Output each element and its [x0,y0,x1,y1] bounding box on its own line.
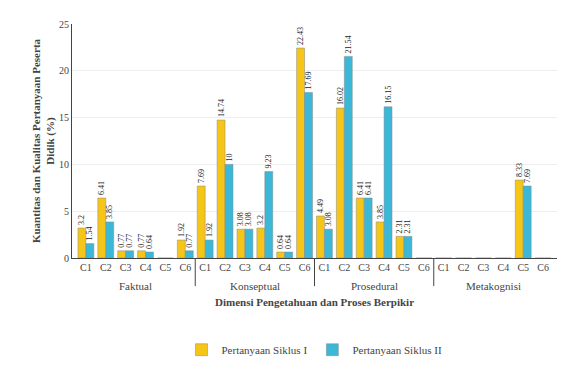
svg-text:3.85: 3.85 [105,205,114,219]
svg-text:3.08: 3.08 [236,212,245,226]
svg-text:C2: C2 [219,262,231,273]
svg-text:1.54: 1.54 [85,227,94,241]
svg-text:C2: C2 [458,262,470,273]
svg-text:C4: C4 [378,262,390,273]
svg-text:C1: C1 [438,262,450,273]
svg-text:C3: C3 [239,262,251,273]
svg-text:6.41: 6.41 [364,181,373,195]
svg-text:Konseptual: Konseptual [230,280,280,292]
svg-text:0.77: 0.77 [137,234,146,248]
svg-text:3.08: 3.08 [244,212,253,226]
svg-text:0.77: 0.77 [117,234,126,248]
svg-text:C5: C5 [398,262,410,273]
svg-text:C5: C5 [160,262,172,273]
svg-text:Faktual: Faktual [119,280,152,292]
svg-text:C4: C4 [497,262,509,273]
svg-text:0.64: 0.64 [145,235,154,249]
svg-text:10: 10 [225,153,234,161]
svg-text:15: 15 [59,112,69,123]
svg-text:9.23: 9.23 [264,155,273,169]
svg-text:Prosedural: Prosedural [351,280,398,292]
svg-text:0.77: 0.77 [125,234,134,248]
svg-text:16.15: 16.15 [384,86,393,104]
svg-text:2.31: 2.31 [403,219,412,233]
svg-text:22.43: 22.43 [296,27,305,45]
svg-text:Metakognisi: Metakognisi [466,280,521,292]
svg-text:C5: C5 [279,262,291,273]
svg-text:14.74: 14.74 [217,99,226,117]
svg-text:7.69: 7.69 [197,169,206,183]
svg-text:17.69: 17.69 [304,71,313,89]
svg-text:C2: C2 [338,262,350,273]
svg-text:C5: C5 [517,262,529,273]
svg-text:C1: C1 [319,262,331,273]
svg-text:C6: C6 [179,262,191,273]
svg-text:C4: C4 [259,262,271,273]
svg-text:7.69: 7.69 [523,169,532,183]
svg-text:C3: C3 [120,262,132,273]
svg-text:8.33: 8.33 [515,163,524,177]
svg-text:C3: C3 [478,262,490,273]
svg-text:21.54: 21.54 [344,35,353,53]
svg-text:4.49: 4.49 [316,199,325,213]
svg-text:0.64: 0.64 [284,235,293,249]
svg-text:C2: C2 [100,262,112,273]
svg-text:1.92: 1.92 [205,223,214,237]
svg-text:3.85: 3.85 [376,205,385,219]
svg-text:20: 20 [59,65,69,76]
svg-text:2.31: 2.31 [395,219,404,233]
svg-text:0.77: 0.77 [185,234,194,248]
svg-text:0: 0 [64,253,69,264]
svg-text:Dimensi Pengetahuan dan Proses: Dimensi Pengetahuan dan Proses Berpikir [215,296,414,308]
svg-text:25: 25 [59,19,69,30]
svg-text:C1: C1 [199,262,211,273]
svg-text:3.2: 3.2 [77,215,86,225]
svg-text:C4: C4 [140,262,152,273]
svg-text:C3: C3 [358,262,370,273]
svg-text:16.02: 16.02 [336,87,345,105]
svg-text:0.64: 0.64 [276,235,285,249]
svg-text:Pertanyaan Siklus II: Pertanyaan Siklus II [352,344,442,356]
svg-text:6.41: 6.41 [97,181,106,195]
svg-text:10: 10 [59,159,69,170]
svg-text:5: 5 [64,206,69,217]
svg-text:Kuantitas dan Kualitas Pertany: Kuantitas dan Kualitas Pertanyaan Pesert… [30,38,57,243]
svg-text:6.41: 6.41 [356,181,365,195]
svg-text:C6: C6 [418,262,430,273]
svg-text:C1: C1 [80,262,92,273]
svg-text:C6: C6 [299,262,311,273]
svg-text:1.92: 1.92 [177,223,186,237]
svg-text:3.08: 3.08 [324,212,333,226]
svg-text:C6: C6 [537,262,549,273]
svg-text:Pertanyaan Siklus I: Pertanyaan Siklus I [222,344,308,356]
svg-text:3.2: 3.2 [256,215,265,225]
